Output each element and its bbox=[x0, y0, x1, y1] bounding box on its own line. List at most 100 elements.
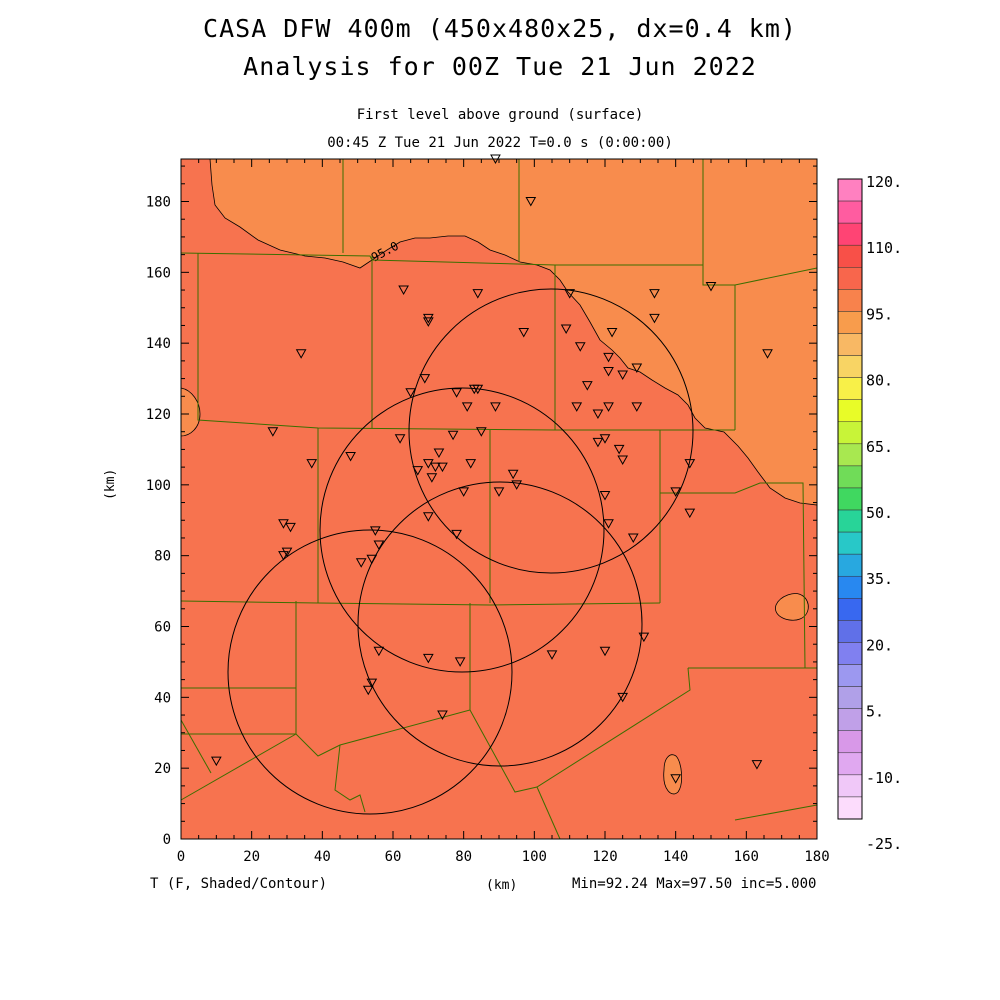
colorbar-swatch bbox=[837, 752, 863, 776]
radar-ring bbox=[319, 387, 605, 673]
station-marker bbox=[355, 558, 367, 568]
y-tick-label: 120 bbox=[146, 407, 171, 423]
station-marker bbox=[603, 402, 614, 412]
station-marker bbox=[405, 388, 417, 398]
station-marker bbox=[433, 448, 445, 458]
station-marker bbox=[369, 526, 381, 536]
title-line-1: CASA DFW 400m (450x480x25, dx=0.4 km) bbox=[203, 14, 797, 43]
station-marker bbox=[465, 459, 477, 469]
y-tick-label: 60 bbox=[154, 620, 171, 636]
colorbar-swatch bbox=[837, 487, 863, 511]
station-marker bbox=[511, 480, 523, 490]
station-marker bbox=[603, 519, 614, 529]
station-marker bbox=[422, 653, 434, 664]
station-marker bbox=[603, 367, 614, 377]
x-tick-label: 120 bbox=[592, 849, 617, 865]
station-marker bbox=[631, 363, 643, 373]
colorbar-swatch bbox=[837, 443, 863, 467]
x-tick-label: 20 bbox=[243, 849, 260, 865]
subtitle: First level above ground (surface) bbox=[356, 107, 644, 123]
station-marker bbox=[472, 289, 484, 299]
x-tick-label: 80 bbox=[455, 849, 472, 865]
colorbar-swatch bbox=[837, 575, 863, 599]
station-marker bbox=[278, 519, 289, 529]
station-marker bbox=[295, 349, 307, 359]
station-marker bbox=[490, 402, 501, 412]
colorbar-swatch bbox=[837, 509, 863, 533]
station-marker bbox=[751, 760, 763, 770]
station-marker bbox=[670, 774, 682, 784]
x-axis-unit: (km) bbox=[486, 878, 518, 893]
county-boundaries bbox=[180, 159, 818, 840]
station-marker bbox=[454, 657, 466, 667]
station-marker bbox=[592, 409, 604, 420]
station-marker bbox=[422, 317, 434, 327]
station-marker bbox=[627, 533, 639, 543]
colorbar-label: -25. bbox=[866, 835, 902, 853]
station-marker bbox=[638, 632, 650, 643]
y-tick-label: 0 bbox=[163, 832, 171, 848]
colorbar-swatch bbox=[837, 465, 863, 489]
station-marker bbox=[762, 349, 773, 359]
station-marker bbox=[560, 324, 572, 335]
y-tick-label: 180 bbox=[146, 195, 171, 211]
station-marker bbox=[613, 444, 625, 455]
colorbar-label: -10. bbox=[866, 769, 902, 787]
station-marker bbox=[684, 508, 696, 519]
station-marker bbox=[458, 487, 470, 497]
station-marker bbox=[306, 459, 318, 469]
station-marker bbox=[525, 197, 537, 207]
colorbar-swatch bbox=[837, 553, 863, 577]
colorbar-label: 80. bbox=[866, 372, 893, 390]
station-marker bbox=[649, 313, 660, 324]
station-marker bbox=[631, 402, 643, 412]
y-tick-label: 20 bbox=[154, 761, 171, 777]
colorbar-label: 95. bbox=[866, 305, 893, 323]
station-marker bbox=[599, 490, 611, 501]
station-marker bbox=[267, 427, 279, 437]
x-tick-label: 140 bbox=[663, 849, 688, 865]
station-marker bbox=[210, 756, 222, 767]
station-marker bbox=[447, 430, 459, 441]
colorbar-swatch bbox=[837, 642, 863, 665]
radar-rings bbox=[227, 288, 694, 815]
y-tick-label: 100 bbox=[146, 478, 171, 494]
station-marker bbox=[422, 512, 434, 522]
colorbar-swatch bbox=[837, 730, 863, 754]
warm-blob-east bbox=[775, 593, 809, 621]
radar-ring bbox=[227, 529, 513, 815]
colorbar-swatch bbox=[837, 664, 863, 687]
station-marker bbox=[373, 646, 385, 657]
colorbar-label: 120. bbox=[866, 173, 902, 191]
station-markers bbox=[210, 154, 773, 784]
station-marker bbox=[507, 469, 519, 480]
colorbar-swatch bbox=[837, 222, 863, 246]
time-line: 00:45 Z Tue 21 Jun 2022 T=0.0 s (0:00:00… bbox=[327, 135, 673, 151]
station-marker bbox=[278, 551, 289, 561]
colorbar-label: 50. bbox=[866, 504, 893, 522]
colorbar-swatch bbox=[837, 267, 863, 290]
station-marker bbox=[451, 529, 462, 540]
stats-label: Min=92.24 Max=97.50 inc=5.000 bbox=[572, 876, 817, 892]
station-marker bbox=[422, 459, 434, 469]
colorbar-swatch bbox=[837, 333, 863, 356]
station-marker bbox=[705, 282, 717, 292]
colorbar-label: 20. bbox=[866, 636, 893, 654]
station-marker bbox=[617, 692, 629, 703]
colorbar-swatch bbox=[837, 399, 863, 423]
colorbar-swatch bbox=[837, 289, 863, 312]
colorbar-swatch bbox=[837, 598, 863, 621]
colorbar-label: 35. bbox=[866, 570, 893, 588]
colorbar-swatch bbox=[837, 774, 863, 798]
y-tick-label: 40 bbox=[154, 690, 171, 706]
station-marker bbox=[574, 342, 586, 352]
station-marker bbox=[581, 381, 593, 391]
station-marker bbox=[398, 285, 409, 296]
station-marker bbox=[518, 328, 530, 338]
variable-label: T (F, Shaded/Contour) bbox=[150, 876, 328, 892]
colorbar-swatch bbox=[837, 244, 863, 268]
colorbar-label: 5. bbox=[866, 703, 884, 721]
station-marker bbox=[649, 289, 660, 299]
station-marker bbox=[362, 685, 374, 696]
